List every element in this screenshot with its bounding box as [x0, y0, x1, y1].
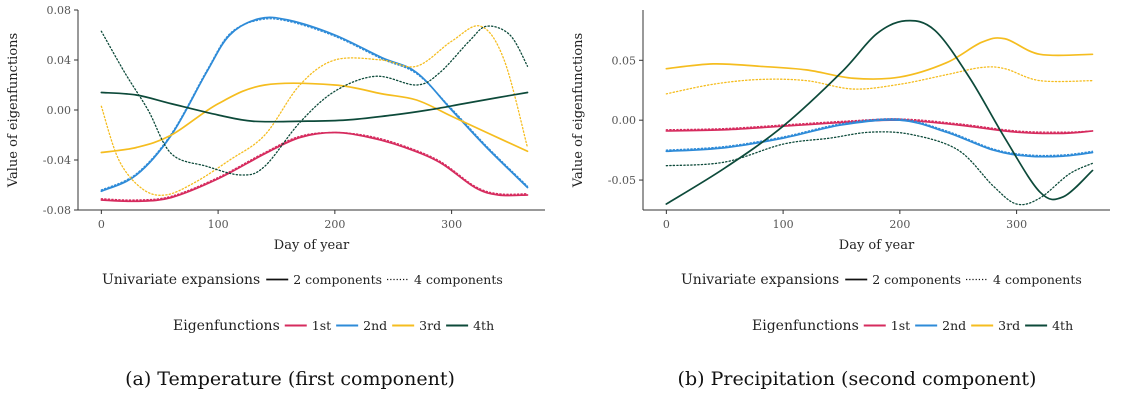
x-tick-label: 100: [208, 218, 229, 231]
series-line-4th-4-components: [100, 25, 529, 176]
legend-label-1st: 1st: [891, 318, 910, 333]
series-line-1st-4-components: [665, 118, 1094, 133]
y-axis-title: Value of eigenfunctions: [6, 33, 21, 188]
y-tick-label: 0.05: [612, 54, 637, 67]
chart-temperature: -0.08 -0.04 0.00 0.04 0.08 0 100 200 300 Day of y…: [6, 4, 545, 390]
x-tick-label: 100: [773, 218, 794, 231]
series-line-3rd-2-components: [100, 82, 529, 154]
chart-precipitation: -0.05 0.00 0.05 0 100 200 300 Day of year Value …: [571, 10, 1110, 390]
x-tick-label: 200: [889, 218, 910, 231]
series-line-4th-2-components: [665, 19, 1094, 205]
x-tick-label: 300: [441, 218, 462, 231]
legend-label-3rd: 3rd: [998, 318, 1020, 333]
legend-label-4-components: 4 components: [414, 272, 503, 287]
x-tick-label: 200: [324, 218, 345, 231]
series-line-4th-4-components: [665, 131, 1094, 206]
legend-label-2-components: 2 components: [293, 272, 382, 287]
series-line-2nd-4-components: [665, 118, 1094, 157]
series-group: [665, 19, 1094, 206]
series-line-3rd-4-components: [100, 25, 529, 196]
x-tick-label: 300: [1006, 218, 1027, 231]
y-tick-label: -0.04: [43, 154, 71, 167]
y-tick-label: 0.00: [612, 114, 637, 127]
chart-panel-temperature: -0.08 -0.04 0.00 0.04 0.08 0 100 200 300 Day of y…: [6, 4, 545, 390]
legend-label-4-components: 4 components: [993, 272, 1082, 287]
legend-label-2-components: 2 components: [872, 272, 961, 287]
y-tick-label: -0.05: [608, 174, 636, 187]
legend-label-2nd: 2nd: [942, 318, 966, 333]
series-line-2nd-2-components: [665, 119, 1094, 158]
legend-label-4th: 4th: [473, 318, 494, 333]
series-line-4th-2-components: [100, 91, 529, 123]
legend-label-4th: 4th: [1052, 318, 1073, 333]
y-tick-label: 0.04: [47, 54, 72, 67]
series-group: [100, 16, 529, 203]
legend-linetype-title: Univariate expansions: [681, 272, 839, 288]
series-line-1st-2-components: [100, 131, 529, 203]
x-axis-title: Day of year: [839, 238, 915, 253]
series-line-3rd-2-components: [665, 37, 1094, 80]
x-axis-title: Day of year: [274, 238, 350, 253]
y-tick-label: -0.08: [43, 204, 71, 217]
legend-color-title: Eigenfunctions: [752, 318, 859, 334]
legend-label-2nd: 2nd: [363, 318, 387, 333]
x-tick-label: 0: [98, 218, 105, 231]
y-axis-title: Value of eigenfunctions: [571, 33, 586, 188]
series-line-2nd-4-components: [100, 18, 529, 191]
series-line-3rd-4-components: [665, 66, 1094, 95]
legend-label-3rd: 3rd: [419, 318, 441, 333]
chart-caption: (b) Precipitation (second component): [678, 368, 1037, 390]
legend-label-1st: 1st: [312, 318, 331, 333]
y-tick-label: 0.00: [47, 104, 72, 117]
legend-color-title: Eigenfunctions: [173, 318, 280, 334]
series-line-1st-4-components: [100, 131, 529, 201]
chart-panel-precipitation: -0.05 0.00 0.05 0 100 200 300 Day of year Value …: [565, 0, 1130, 394]
legend-linetype-title: Univariate expansions: [102, 272, 260, 288]
chart-caption: (a) Temperature (first component): [125, 368, 455, 390]
y-tick-label: 0.08: [47, 4, 72, 17]
x-tick-label: 0: [663, 218, 670, 231]
